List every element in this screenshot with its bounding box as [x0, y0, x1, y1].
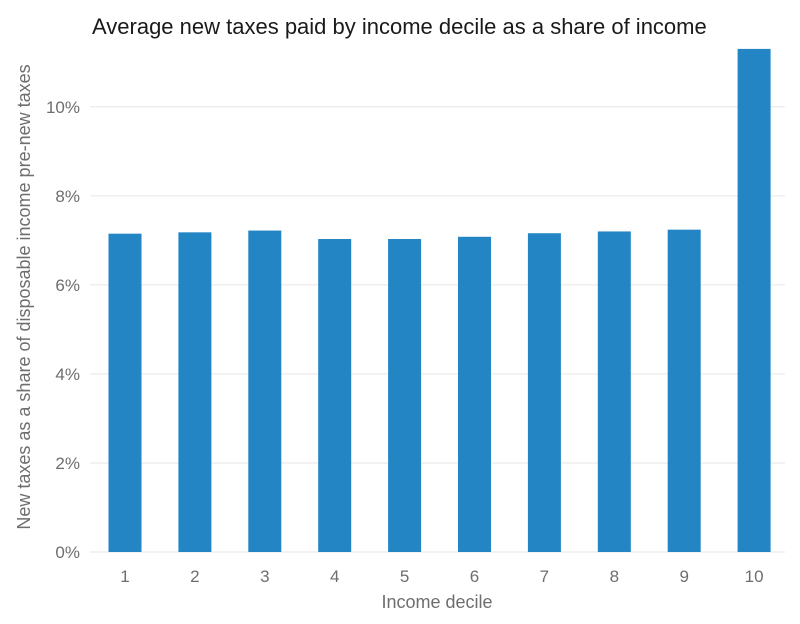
- bars: [108, 48, 771, 553]
- x-tick-label: 1: [120, 567, 129, 586]
- x-tick-label: 4: [330, 567, 339, 586]
- bar-decile-7: [527, 233, 561, 552]
- bar-decile-5: [388, 239, 422, 552]
- y-tick-label: 8%: [55, 187, 80, 206]
- y-tick-label: 0%: [55, 543, 80, 562]
- bar-decile-2: [178, 232, 212, 552]
- x-tick-label: 7: [540, 567, 549, 586]
- y-tick-label: 6%: [55, 276, 80, 295]
- y-axis-label: New taxes as a share of disposable incom…: [14, 64, 34, 529]
- bar-decile-6: [458, 236, 491, 553]
- x-tick-label: 3: [260, 567, 269, 586]
- x-tick-label: 9: [679, 567, 688, 586]
- bar-decile-4: [318, 239, 352, 552]
- bar-decile-10: [737, 48, 771, 552]
- bar-decile-9: [667, 229, 701, 553]
- x-tick-label: 6: [470, 567, 479, 586]
- x-tick-label: 2: [190, 567, 199, 586]
- bar-decile-1: [108, 233, 142, 553]
- y-tick-label: 4%: [55, 365, 80, 384]
- x-axis-ticks: 1 2 3 4 5 6 7 8 9 10: [120, 567, 763, 586]
- x-tick-label: 8: [610, 567, 619, 586]
- bar-decile-8: [597, 231, 631, 552]
- x-tick-label: 10: [745, 567, 764, 586]
- y-tick-label: 2%: [55, 454, 80, 473]
- chart-title: Average new taxes paid by income decile …: [92, 14, 707, 39]
- y-tick-label: 10%: [46, 98, 80, 117]
- x-tick-label: 5: [400, 567, 409, 586]
- y-axis-ticks: 0% 2% 4% 6% 8% 10%: [46, 98, 80, 562]
- bar-decile-3: [248, 230, 282, 552]
- x-axis-label: Income decile: [381, 592, 492, 612]
